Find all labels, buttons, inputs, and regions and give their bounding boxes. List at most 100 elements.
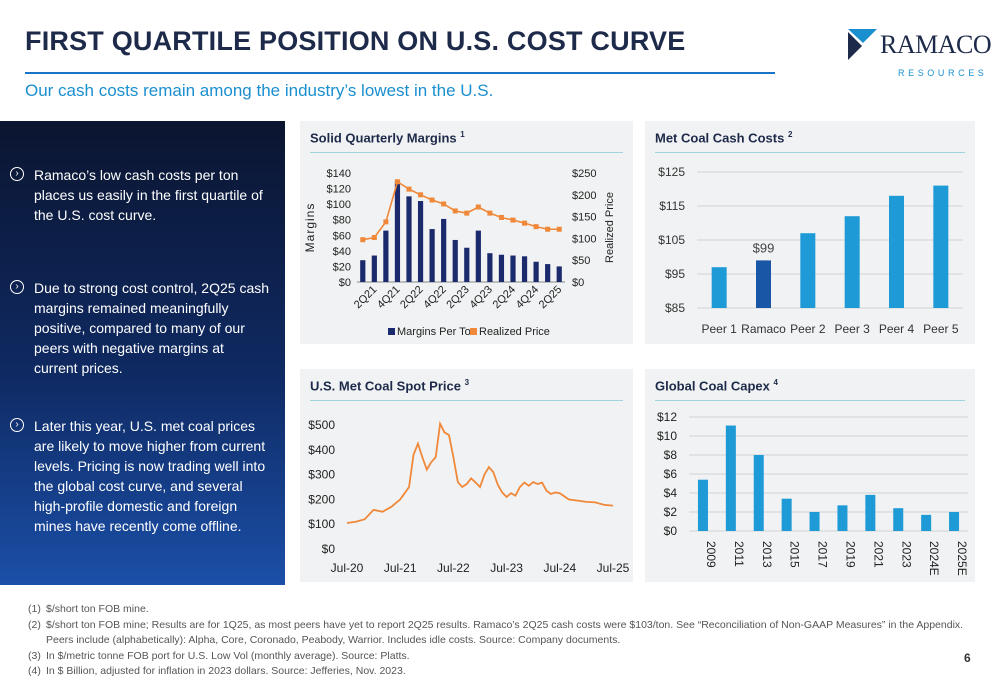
line-marker bbox=[406, 186, 412, 192]
page-subtitle: Our cash costs remain among the industry… bbox=[25, 81, 494, 100]
line-marker bbox=[522, 220, 528, 226]
data-label: $99 bbox=[753, 240, 775, 255]
cash-costs-chart-title: Met Coal Cash Costs 2 bbox=[655, 130, 793, 146]
x-tick-label: 2017 bbox=[816, 541, 830, 568]
x-tick-label: Peer 1 bbox=[701, 322, 737, 336]
legend-label: Realized Price bbox=[479, 326, 550, 338]
x-tick-label: 2009 bbox=[704, 541, 718, 568]
line-marker bbox=[441, 201, 447, 207]
bar bbox=[521, 256, 528, 282]
legend-label: Margins Per Ton bbox=[397, 326, 477, 338]
x-tick-label: Peer 5 bbox=[923, 322, 959, 336]
x-tick-label: 2Q22 bbox=[398, 284, 426, 312]
bar bbox=[809, 512, 820, 531]
bar bbox=[383, 230, 389, 282]
bar bbox=[406, 196, 412, 282]
y-axis-label: Margins bbox=[303, 203, 317, 253]
x-tick-label: 2013 bbox=[760, 541, 774, 568]
bar bbox=[545, 264, 551, 282]
line-marker bbox=[533, 224, 539, 230]
margins-chart-card: $0 $20 $40 $60 $80 $100 $120 $140 $0 $50 $100 $150 $… bbox=[300, 121, 633, 344]
y-tick-label: $40 bbox=[333, 246, 351, 258]
x-tick-label: Peer 4 bbox=[879, 322, 915, 336]
x-tick-label: 2Q24 bbox=[491, 284, 519, 312]
bar bbox=[697, 479, 708, 531]
margins-chart-title: Solid Quarterly Margins 1 bbox=[310, 130, 465, 146]
bar bbox=[844, 216, 860, 308]
bar bbox=[933, 185, 949, 308]
chevron-circle-icon: › bbox=[10, 280, 24, 294]
capex-chart: $0 $2 $4 $6 $8 $10 $12 2009 2011 2013 2015 2017 2019… bbox=[657, 410, 969, 576]
cash-costs-chart: $85 $95 $105 $115 $125 Peer 1 Ramaco $99 Peer 2 P… bbox=[658, 165, 963, 336]
bullet-text: Later this year, U.S. met coal prices ar… bbox=[34, 418, 266, 534]
x-tick-label: 2Q25 bbox=[537, 284, 565, 312]
y-tick-label: $140 bbox=[327, 168, 351, 180]
y-tick-label: $500 bbox=[308, 418, 335, 432]
footnote: (4) In $ Billion, adjusted for inflation … bbox=[28, 665, 406, 677]
line-marker bbox=[498, 214, 504, 220]
footnote: (3) In $/metric tonne FOB port for U.S. L… bbox=[28, 649, 410, 662]
bar bbox=[865, 494, 876, 531]
bar bbox=[711, 267, 727, 308]
x-tick-label: Jul-25 bbox=[597, 561, 630, 575]
y-tick-label: $100 bbox=[308, 517, 335, 531]
bar bbox=[556, 266, 562, 282]
y-tick-label: $0 bbox=[322, 542, 336, 556]
bar bbox=[371, 255, 377, 282]
x-tick-label: Jul-24 bbox=[543, 561, 576, 575]
line-marker bbox=[475, 204, 481, 210]
line-marker bbox=[487, 210, 493, 216]
ramaco-logo-mark bbox=[848, 29, 877, 60]
bar bbox=[753, 455, 764, 531]
chevron-circle-icon: › bbox=[10, 167, 24, 181]
bar bbox=[800, 233, 816, 308]
x-tick-label: Jul-22 bbox=[437, 561, 470, 575]
card-divider bbox=[655, 400, 965, 401]
y2-tick-label: $150 bbox=[572, 212, 596, 224]
y-tick-label: $200 bbox=[308, 492, 335, 506]
logo-wordmark: RAMACO bbox=[880, 30, 992, 59]
card-divider bbox=[655, 152, 965, 153]
bar bbox=[441, 218, 447, 282]
footnote: (1) $/short ton FOB mine. bbox=[28, 603, 149, 615]
page-number: 6 bbox=[964, 651, 971, 665]
x-tick-label: 2015 bbox=[788, 541, 802, 568]
footnote: Peers include (alphabetically): Alpha, C… bbox=[46, 634, 621, 646]
y-tick-label: $20 bbox=[333, 261, 351, 273]
line-marker bbox=[556, 226, 562, 232]
bar bbox=[781, 498, 792, 531]
y-tick-label: $125 bbox=[658, 165, 685, 179]
bar bbox=[475, 230, 481, 282]
y-tick-label: $120 bbox=[327, 184, 351, 196]
y-tick-label: $0 bbox=[664, 524, 678, 538]
y2-tick-label: $100 bbox=[572, 233, 596, 245]
x-tick-label: 2019 bbox=[843, 541, 857, 568]
y-tick-label: $4 bbox=[664, 486, 678, 500]
x-tick-label: Peer 3 bbox=[834, 322, 870, 336]
x-tick-label: 4Q23 bbox=[467, 284, 495, 312]
y-tick-label: $2 bbox=[664, 505, 678, 519]
x-tick-label: Ramaco bbox=[741, 322, 786, 336]
line-marker bbox=[452, 208, 458, 214]
line-marker bbox=[394, 179, 400, 185]
line-marker bbox=[418, 192, 424, 198]
x-tick-label: 4Q22 bbox=[421, 284, 449, 312]
bar bbox=[452, 239, 458, 282]
y2-tick-label: $250 bbox=[572, 168, 596, 180]
bar bbox=[837, 505, 848, 531]
x-tick-label: 2025E bbox=[955, 541, 969, 576]
x-tick-label: 4Q21 bbox=[375, 284, 403, 312]
cash-costs-chart-card: $85 $95 $105 $115 $125 Peer 1 Ramaco $99 Peer 2 P… bbox=[645, 121, 975, 344]
y2-tick-label: $200 bbox=[572, 190, 596, 202]
title-divider bbox=[25, 72, 775, 74]
bar bbox=[510, 255, 516, 282]
line-series bbox=[362, 180, 560, 241]
line-marker bbox=[464, 210, 470, 216]
y-tick-label: $105 bbox=[658, 233, 685, 247]
x-tick-label: 4Q24 bbox=[514, 284, 542, 312]
bar bbox=[921, 514, 932, 531]
y2-tick-label: $0 bbox=[572, 277, 584, 289]
bar bbox=[417, 201, 424, 282]
y-tick-label: $95 bbox=[665, 267, 685, 281]
bar bbox=[756, 260, 771, 308]
